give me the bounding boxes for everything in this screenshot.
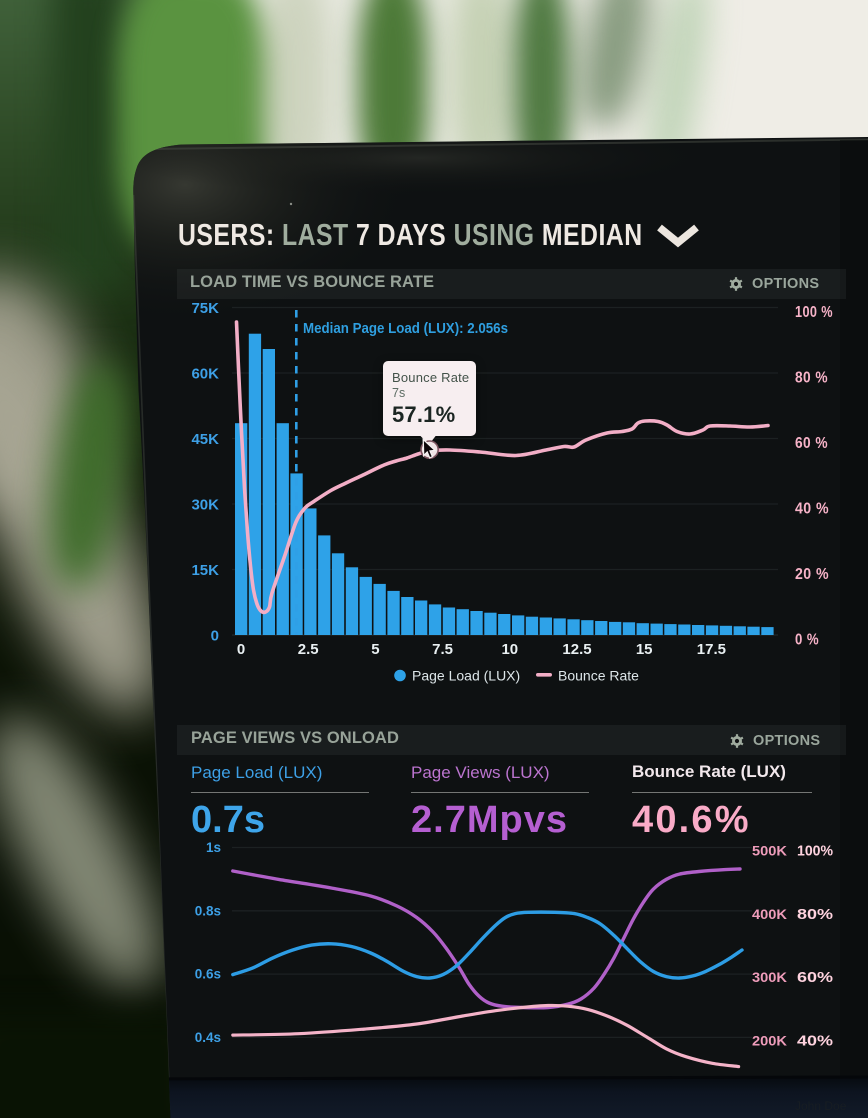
svg-text:40 %: 40 % [795, 501, 829, 518]
svg-text:John Doe: John Doe [795, 1099, 847, 1113]
svg-text:300K: 300K [752, 969, 787, 985]
svg-text:30K: 30K [191, 497, 219, 514]
svg-text:0.6s: 0.6s [195, 967, 221, 982]
svg-text:500K: 500K [752, 843, 787, 859]
svg-text:400K: 400K [752, 906, 787, 922]
svg-text:60 %: 60 % [795, 435, 828, 452]
svg-text:0 %: 0 % [795, 632, 819, 649]
svg-text:45K: 45K [191, 431, 219, 448]
svg-text:0.8s: 0.8s [195, 903, 221, 918]
svg-text:100 %: 100 % [795, 304, 833, 321]
svg-text:10: 10 [501, 641, 518, 658]
svg-text:0: 0 [237, 641, 245, 658]
svg-text:80%: 80% [797, 907, 833, 923]
svg-text:15: 15 [636, 641, 653, 658]
svg-text:Page Load (LUX): Page Load (LUX) [412, 668, 520, 684]
svg-text:60K: 60K [191, 366, 219, 383]
svg-text:1s: 1s [206, 840, 221, 855]
svg-text:40%: 40% [797, 1033, 833, 1049]
svg-text:2.5: 2.5 [298, 641, 319, 658]
svg-text:20 %: 20 % [795, 566, 829, 583]
svg-text:12.5: 12.5 [562, 641, 591, 658]
svg-text:Median Page Load (LUX): 2.056s: Median Page Load (LUX): 2.056s [303, 321, 508, 337]
svg-text:Bounce Rate: Bounce Rate [558, 668, 639, 684]
svg-text:15K: 15K [191, 562, 219, 579]
svg-text:7.5: 7.5 [432, 641, 453, 658]
svg-text:100%: 100% [797, 844, 833, 860]
svg-text:0: 0 [211, 628, 219, 645]
svg-text:60%: 60% [797, 970, 833, 986]
svg-text:75K: 75K [191, 300, 219, 317]
svg-text:0.4s: 0.4s [195, 1030, 221, 1045]
svg-text:80 %: 80 % [795, 370, 828, 387]
svg-text:5: 5 [371, 641, 379, 658]
svg-text:200K: 200K [752, 1032, 787, 1048]
svg-text:17.5: 17.5 [697, 641, 726, 658]
